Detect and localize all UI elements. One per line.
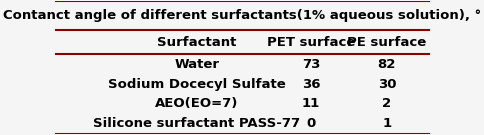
Text: 73: 73 (301, 58, 319, 71)
Text: AEO(EO=7): AEO(EO=7) (155, 97, 238, 110)
Text: 30: 30 (377, 77, 395, 91)
Text: 82: 82 (377, 58, 395, 71)
Text: Silicone surfactant PASS-77: Silicone surfactant PASS-77 (93, 117, 300, 130)
Text: Surfactant: Surfactant (157, 36, 236, 49)
Text: 0: 0 (305, 117, 315, 130)
Text: Contanct angle of different surfactants(1% aqueous solution), °: Contanct angle of different surfactants(… (3, 9, 481, 22)
Text: 1: 1 (381, 117, 391, 130)
Text: 36: 36 (301, 77, 319, 91)
Text: 2: 2 (381, 97, 391, 110)
Text: 11: 11 (301, 97, 319, 110)
Text: PE surface: PE surface (347, 36, 425, 49)
Text: PET surface: PET surface (266, 36, 354, 49)
Text: Water: Water (174, 58, 219, 71)
Text: Sodium Docecyl Sulfate: Sodium Docecyl Sulfate (108, 77, 285, 91)
